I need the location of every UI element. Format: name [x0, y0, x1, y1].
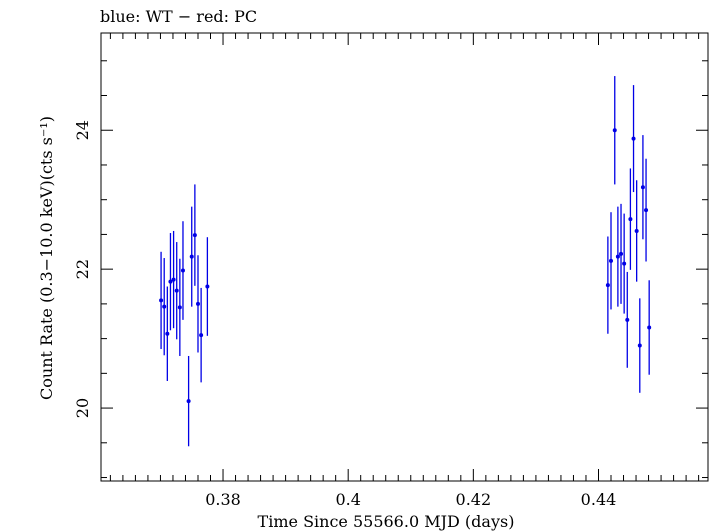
- point-marker: [612, 128, 617, 133]
- data-point: [162, 258, 167, 356]
- data-point: [174, 242, 179, 340]
- point-marker: [631, 136, 636, 141]
- point-marker: [605, 283, 610, 288]
- data-point: [647, 280, 652, 375]
- data-point: [634, 180, 639, 282]
- data-point: [637, 298, 642, 393]
- data-point: [199, 287, 204, 383]
- point-marker: [192, 233, 197, 238]
- data-point: [644, 158, 649, 262]
- y-tick-label: 24: [73, 120, 92, 140]
- data-point: [619, 203, 624, 304]
- point-marker: [189, 254, 194, 259]
- point-marker: [615, 254, 620, 259]
- point-marker: [622, 261, 627, 266]
- point-marker: [609, 258, 614, 263]
- point-marker: [625, 317, 630, 322]
- data-point: [189, 206, 194, 307]
- point-marker: [171, 277, 176, 282]
- point-marker: [628, 217, 633, 222]
- data-point: [622, 213, 627, 314]
- point-marker: [205, 284, 210, 289]
- point-marker: [199, 333, 204, 338]
- x-tick-label: 0.38: [205, 490, 241, 509]
- data-point: [168, 233, 173, 331]
- plot-frame: [100, 32, 709, 482]
- y-axis-label: Count Rate (0.3−10.0 keV)(cts s⁻¹): [37, 116, 56, 400]
- data-point: [615, 206, 620, 307]
- data-point: [205, 237, 210, 336]
- data-point: [195, 255, 200, 353]
- point-marker: [619, 251, 624, 256]
- data-point: [192, 184, 197, 286]
- x-axis-label: Time Since 55566.0 MJD (days): [258, 512, 515, 531]
- data-point: [625, 271, 630, 368]
- point-marker: [195, 301, 200, 306]
- point-marker: [168, 279, 173, 284]
- data-point: [605, 236, 610, 334]
- x-tick-label: 0.42: [456, 490, 492, 509]
- point-marker: [180, 268, 185, 273]
- data-point: [628, 168, 633, 270]
- point-marker: [174, 288, 179, 293]
- data-point: [186, 355, 191, 447]
- point-marker: [186, 399, 191, 404]
- data-point: [165, 286, 170, 381]
- point-marker: [162, 304, 167, 309]
- chart-title: blue: WT − red: PC: [100, 7, 257, 26]
- data-point: [640, 135, 645, 240]
- y-tick-label: 22: [73, 259, 92, 279]
- y-tick-labels: 20 22 24: [73, 120, 92, 418]
- data-point: [177, 258, 182, 356]
- x-tick-label: 0.4: [335, 490, 360, 509]
- y-tick-label: 20: [73, 398, 92, 418]
- data-point: [609, 212, 614, 310]
- x-tick-label: 0.44: [581, 490, 617, 509]
- data-point: [180, 221, 185, 320]
- data-point: [171, 230, 176, 329]
- data-point: [631, 85, 636, 193]
- point-marker: [644, 208, 649, 213]
- x-tick-labels: 0.38 0.4 0.42 0.44: [205, 490, 616, 509]
- point-marker: [165, 331, 170, 336]
- data-point: [159, 251, 164, 350]
- point-marker: [647, 325, 652, 330]
- point-marker: [159, 298, 164, 303]
- axis-ticks: [101, 33, 708, 481]
- data-points: [159, 76, 652, 447]
- data-point: [612, 76, 617, 185]
- point-marker: [634, 228, 639, 233]
- point-marker: [637, 343, 642, 348]
- point-marker: [177, 305, 182, 310]
- point-marker: [640, 185, 645, 190]
